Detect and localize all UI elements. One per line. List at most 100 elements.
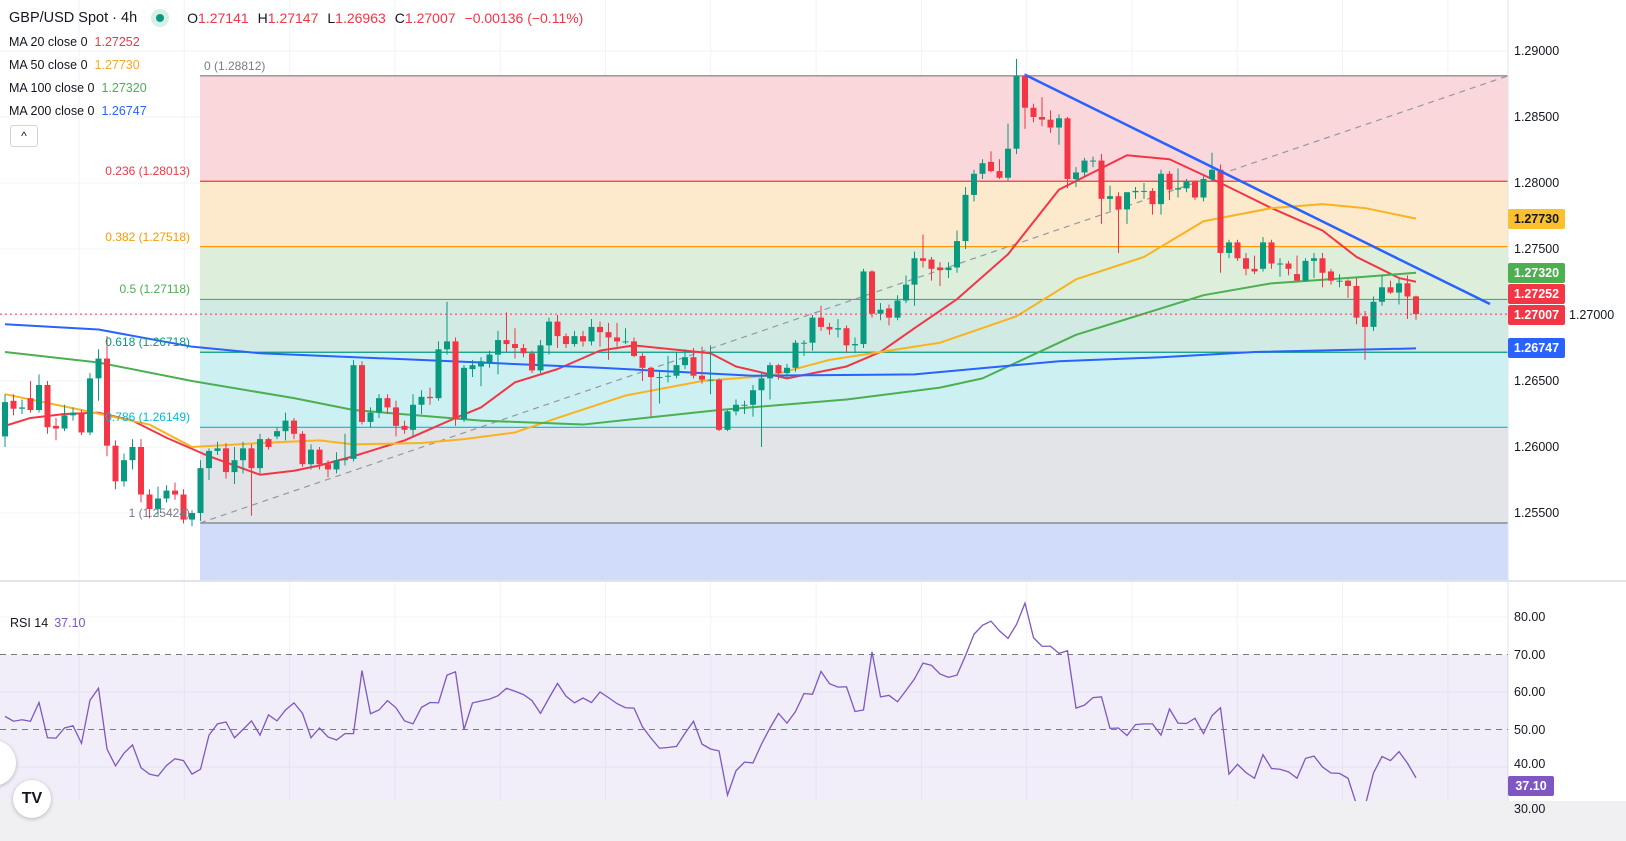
ma200-legend[interactable]: MA 200 close 0 1.26747 <box>9 100 583 123</box>
candle <box>877 303 884 321</box>
candle-body <box>1302 260 1309 281</box>
candle <box>444 301 450 355</box>
candle-body <box>639 355 646 368</box>
candle-body <box>1039 117 1045 120</box>
candle <box>1149 188 1156 215</box>
candle-body <box>945 267 952 271</box>
fibonacci-retracement[interactable] <box>199 75 1508 580</box>
candle <box>1047 110 1054 133</box>
candle-body <box>1268 242 1275 264</box>
candle-body <box>121 460 127 482</box>
chevron-up-icon: ^ <box>21 129 27 143</box>
rsi-line <box>4 600 1417 801</box>
candle <box>962 186 969 249</box>
candle <box>1200 176 1207 202</box>
candle-body <box>1022 76 1028 108</box>
tradingview-logo-icon[interactable]: TV <box>13 780 51 818</box>
candle <box>1090 156 1096 168</box>
ma20-legend[interactable]: MA 20 close 0 1.27252 <box>9 31 583 54</box>
candle-body <box>1251 268 1258 272</box>
candle <box>1056 114 1062 145</box>
candle <box>869 270 875 318</box>
candle <box>95 349 102 401</box>
collapse-legend-button[interactable]: ^ <box>10 125 38 147</box>
drawings[interactable] <box>0 73 1508 315</box>
candle <box>1158 169 1164 215</box>
candle-body <box>775 365 782 374</box>
candle-body <box>180 494 187 520</box>
candle-body <box>19 407 25 409</box>
candle-body <box>248 448 255 469</box>
candle <box>367 407 374 428</box>
candle <box>988 151 994 173</box>
candle <box>648 366 654 417</box>
candle-body <box>928 259 935 269</box>
ma50-legend[interactable]: MA 50 close 0 1.27730 <box>9 54 583 77</box>
candle <box>44 381 51 434</box>
candle <box>1362 311 1368 360</box>
candle-body <box>478 361 484 367</box>
candle <box>1192 180 1198 201</box>
candle-body <box>36 384 42 411</box>
candle-body <box>1362 316 1368 327</box>
candle <box>860 268 867 348</box>
candle <box>138 439 144 503</box>
ma100-legend[interactable]: MA 100 close 0 1.27320 <box>9 77 583 100</box>
candle <box>274 427 280 440</box>
candle-body <box>1353 285 1360 318</box>
candle-body <box>282 420 289 432</box>
candle-body <box>894 300 901 318</box>
candle-body <box>767 365 773 379</box>
candle-body <box>1277 263 1283 265</box>
chart-canvas[interactable] <box>0 0 1626 801</box>
candle-body <box>1013 76 1020 149</box>
candle <box>554 315 561 348</box>
side-toolbar-button[interactable] <box>0 740 16 786</box>
candle-body <box>758 378 765 391</box>
ma100-line <box>4 271 1417 426</box>
candle <box>886 304 892 326</box>
candle <box>818 305 824 331</box>
candle-body <box>342 458 348 461</box>
candle-body <box>690 357 697 376</box>
candle-body <box>53 425 59 429</box>
candle <box>809 315 816 351</box>
candle-body <box>809 317 816 343</box>
candle-body <box>1294 274 1300 281</box>
candle <box>971 169 977 202</box>
candle <box>112 440 119 490</box>
market-status-icon[interactable] <box>151 9 170 27</box>
candle-body <box>1319 258 1326 273</box>
rsi-legend[interactable]: RSI 14 37.10 <box>10 616 86 630</box>
candle-body <box>563 336 569 345</box>
candle-body <box>316 449 323 465</box>
candle-body <box>741 404 748 406</box>
candle-body <box>979 163 986 174</box>
candle <box>1132 186 1139 199</box>
symbol-title[interactable]: GBP/USD Spot · 4h <box>9 9 138 26</box>
candle-body <box>1396 283 1402 293</box>
candle <box>461 365 467 422</box>
candle-body <box>257 439 263 469</box>
fib-zone-0 <box>200 75 1508 182</box>
candle <box>1345 279 1351 298</box>
candle <box>580 330 586 347</box>
candle-body <box>138 447 144 495</box>
candle-body <box>1379 287 1385 302</box>
candle-body <box>1243 258 1249 269</box>
candle-body <box>444 341 450 350</box>
candle-body <box>605 332 612 338</box>
candle <box>70 407 76 421</box>
candle <box>937 262 943 286</box>
candle-body <box>1081 160 1088 173</box>
candle-body <box>656 377 663 379</box>
candle <box>299 431 306 467</box>
candle <box>257 433 263 474</box>
trend-line[interactable] <box>1024 73 1491 306</box>
candle <box>1302 258 1309 282</box>
candle <box>1013 58 1020 154</box>
candle-body <box>291 420 297 434</box>
candle-body <box>826 326 833 330</box>
candle-body <box>452 341 459 420</box>
ma20-label: MA 20 close 0 <box>9 35 88 49</box>
